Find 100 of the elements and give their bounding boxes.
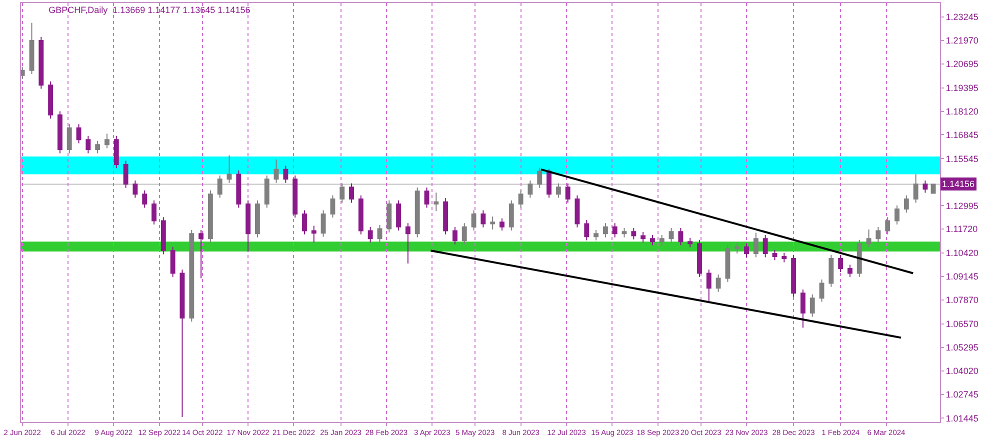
- y-tick-label: 1.11720: [946, 224, 978, 234]
- y-tick-label: 1.18120: [946, 106, 978, 116]
- candlestick: [57, 110, 62, 154]
- candlestick: [152, 200, 156, 225]
- candlestick: [885, 216, 890, 235]
- candlestick: [414, 186, 420, 238]
- candlestick: [292, 175, 298, 218]
- candlestick: [330, 194, 336, 218]
- y-tick-label: 1.21970: [946, 36, 978, 46]
- candlestick: [622, 227, 627, 238]
- candlestick: [800, 288, 806, 328]
- candlestick: [913, 174, 918, 204]
- candlestick: [170, 246, 176, 278]
- candlestick: [236, 170, 242, 208]
- y-tick-label: 1.07870: [946, 295, 978, 306]
- candlestick: [856, 239, 862, 278]
- candlestick: [602, 222, 608, 238]
- candlestick: [537, 167, 542, 188]
- candlestick: [716, 274, 721, 292]
- candlestick: [283, 165, 288, 184]
- candlestick: [471, 210, 476, 232]
- y-tick-label: 1.05295: [946, 342, 978, 352]
- candlestick: [443, 198, 448, 235]
- candlestick: [264, 175, 270, 208]
- y-tick-label: 1.15545: [946, 154, 978, 164]
- candlestick: [462, 222, 467, 245]
- chart-title: GBPCHF,Daily 1.13669 1.14177 1.13645 1.14156: [48, 4, 250, 15]
- candlestick: [452, 226, 458, 245]
- candlestick: [640, 232, 646, 243]
- candlestick: [29, 22, 34, 75]
- candlestick: [612, 222, 618, 238]
- candlestick: [819, 279, 824, 302]
- y-tick-label: 1.12995: [946, 200, 978, 211]
- candlestick: [48, 80, 54, 120]
- candlestick: [320, 210, 326, 238]
- candlestick: [180, 269, 185, 418]
- candlestick: [311, 225, 316, 243]
- candlestick: [104, 133, 110, 149]
- candlestick: [21, 66, 25, 80]
- candlestick: [76, 124, 82, 144]
- candlestick: [556, 182, 561, 198]
- y-tick-label: 1.01445: [946, 413, 978, 424]
- candlestick: [848, 264, 852, 278]
- candlestick: [782, 252, 787, 263]
- candlestick: [904, 194, 909, 214]
- y-tick-label: 1.19395: [946, 82, 978, 93]
- y-tick-label: 1.06570: [946, 319, 978, 330]
- candlestick: [594, 229, 599, 241]
- candlestick: [528, 180, 533, 198]
- candlestick: [189, 229, 194, 322]
- candlestick: [668, 227, 674, 243]
- candlestick: [490, 216, 496, 230]
- candlestick: [508, 200, 514, 232]
- candlestick: [132, 180, 138, 198]
- candlestick: [546, 168, 552, 198]
- candlestick: [584, 220, 590, 241]
- candlestick: [500, 218, 504, 232]
- candlestick: [518, 190, 524, 208]
- candlestick: [876, 226, 881, 243]
- candlestick: [368, 226, 373, 243]
- candlestick: [930, 183, 936, 194]
- candlestick: [349, 182, 354, 204]
- candlestick: [123, 160, 128, 188]
- candlestick: [386, 200, 392, 233]
- y-tick-label: 1.02745: [946, 389, 978, 400]
- candlestick: [424, 186, 430, 208]
- candlestick: [480, 210, 486, 228]
- candlestick: [828, 254, 834, 288]
- candlestick: [894, 204, 900, 225]
- candlestick: [565, 182, 570, 204]
- candlestick: [246, 200, 251, 252]
- candlestick: [160, 216, 166, 255]
- candlestick: [678, 227, 684, 246]
- candlestick: [340, 182, 345, 204]
- candlestick: [226, 154, 232, 184]
- y-tick-label: 1.16845: [946, 130, 978, 140]
- candlestick: [922, 180, 928, 194]
- candlestick: [574, 194, 580, 228]
- y-tick-label: 1.23245: [946, 12, 978, 22]
- candlestick: [302, 210, 307, 235]
- candlestick: [725, 244, 730, 282]
- candlestick: [208, 190, 213, 243]
- y-tick-label: 1.04020: [946, 366, 978, 376]
- candlestick: [631, 227, 636, 240]
- candlestick: [66, 124, 72, 154]
- candlestick: [217, 175, 222, 198]
- candlestick: [838, 254, 844, 273]
- candlestick: [396, 200, 402, 232]
- candlestick: [706, 269, 712, 302]
- candlestick: [697, 239, 702, 278]
- candlestick: [274, 158, 279, 184]
- candlestick: [358, 194, 364, 235]
- ref-line-label: 1.14156: [942, 179, 975, 189]
- candlestick: [405, 222, 410, 264]
- candlestick: [114, 135, 119, 169]
- y-tick-label: 1.10420: [946, 248, 978, 258]
- candlestick: [86, 135, 91, 154]
- candlestick: [198, 229, 204, 279]
- candlestick: [377, 224, 382, 243]
- candlestick: [38, 36, 44, 90]
